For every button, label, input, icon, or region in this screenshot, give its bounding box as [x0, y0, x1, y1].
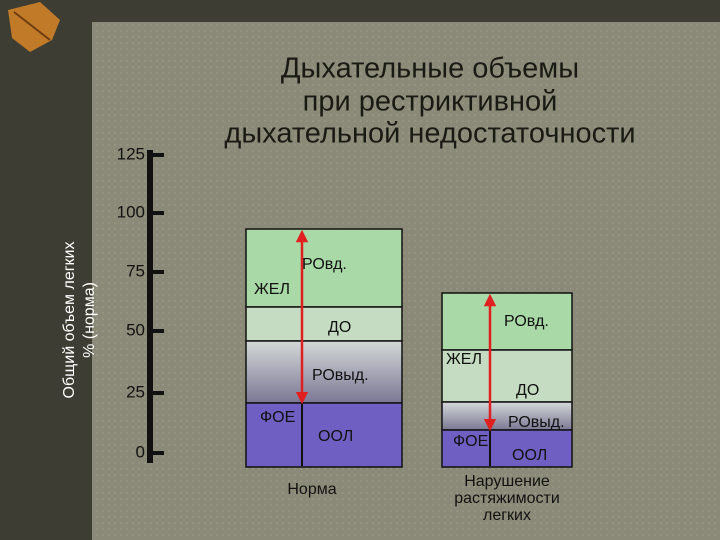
y-tick-label: 125 — [117, 144, 145, 163]
y-tick-label: 0 — [136, 442, 145, 461]
column-caption: Нарушение — [464, 473, 550, 490]
segment-label: ЖЕЛ — [446, 351, 482, 368]
segment-label: РОвыд. — [312, 367, 369, 384]
panel — [92, 22, 720, 540]
segment-label: ООЛ — [512, 447, 547, 464]
column-caption: легких — [483, 507, 531, 524]
segment-label: РОвд. — [302, 256, 347, 273]
y-tick-label: 25 — [126, 382, 145, 401]
segment-label: ЖЕЛ — [254, 281, 290, 298]
segment-label: ДО — [516, 382, 539, 399]
y-tick-label: 100 — [117, 202, 145, 221]
title-line: дыхательной недостаточности — [224, 118, 635, 150]
segment-label: ФОЕ — [260, 409, 295, 426]
segment-label: ФОЕ — [453, 433, 488, 450]
y-axis-title: % (норма) — [81, 282, 98, 358]
y-tick-label: 50 — [126, 320, 145, 339]
segment-label: ООЛ — [318, 428, 353, 445]
title-line: при рестриктивной — [303, 86, 558, 118]
column-norm — [245, 228, 403, 468]
segment-label: РОвд. — [504, 313, 549, 330]
leaf — [8, 2, 60, 52]
title-line: Дыхательные объемы — [281, 53, 579, 85]
segment-label: ДО — [328, 319, 351, 336]
y-tick-label: 75 — [126, 261, 145, 280]
column-caption: растяжимости — [454, 490, 560, 507]
column-restrictive — [441, 292, 573, 468]
y-axis-title: Общий объем легких — [61, 242, 78, 399]
column-caption: Норма — [287, 481, 336, 498]
y-axis — [147, 150, 164, 463]
segment-label: РОвыд. — [508, 414, 565, 431]
